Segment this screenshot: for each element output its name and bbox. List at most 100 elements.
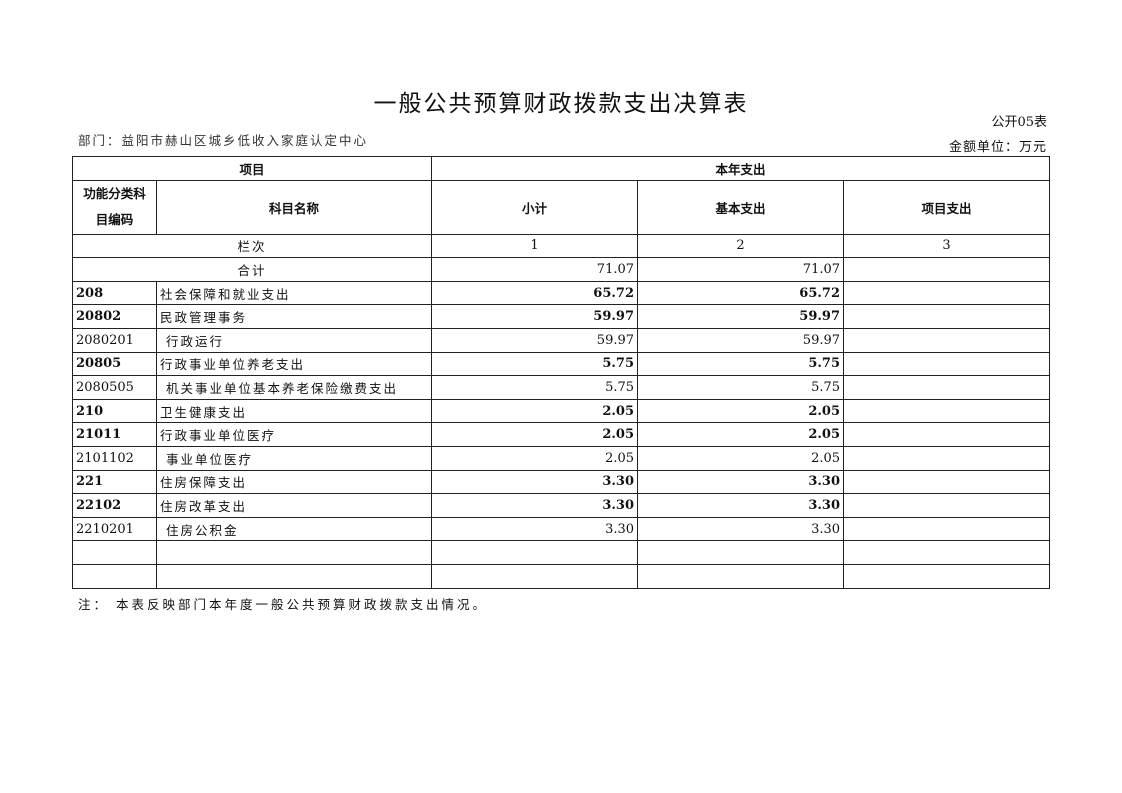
cell-subtotal: 3.30 (431, 469, 639, 495)
total-project (843, 257, 1051, 282)
cell-name (155, 563, 433, 589)
cell-code: 20802 (72, 304, 157, 329)
cell-subtotal: 65.72 (431, 280, 639, 306)
cell-code: 21011 (72, 422, 157, 447)
cell-code (72, 563, 157, 589)
table-row: 2080505 机关事业单位基本养老保险缴费支出 5.75 5.75 (72, 375, 1051, 400)
total-basic: 71.07 (637, 257, 845, 282)
header-subtotal: 小计 (431, 179, 639, 235)
cell-basic: 2.05 (637, 398, 845, 424)
table-row: 20802 民政管理事务 59.97 59.97 (72, 304, 1051, 329)
cell-subtotal: 59.97 (431, 304, 639, 329)
cell-subtotal: 2.05 (431, 398, 639, 424)
cell-code: 2080505 (72, 375, 157, 400)
page-title: 一般公共预算财政拨款支出决算表 (373, 91, 749, 117)
table-row: 22102 住房改革支出 3.30 3.30 (72, 493, 1051, 518)
cell-code: 208 (72, 280, 157, 306)
header-project-expenditure: 项目支出 (843, 179, 1051, 235)
cell-subtotal: 2.05 (431, 445, 639, 471)
cell-code (72, 540, 157, 565)
cell-subtotal: 2.05 (431, 422, 639, 447)
cell-basic (637, 563, 845, 589)
cell-project (843, 445, 1051, 471)
header-current-year: 本年支出 (431, 156, 1051, 181)
cell-basic: 3.30 (637, 493, 845, 518)
cell-basic: 59.97 (637, 304, 845, 329)
department: 部门：益阳市赫山区城乡低收入家庭认定中心 (78, 133, 369, 148)
cell-project (843, 327, 1051, 353)
cell-basic: 59.97 (637, 327, 845, 353)
table-row: 21011 行政事业单位医疗 2.05 2.05 (72, 422, 1051, 447)
cell-name: 卫生健康支出 (155, 398, 433, 424)
cell-subtotal (431, 540, 639, 565)
table-row: 2210201 住房公积金 3.30 3.30 (72, 516, 1051, 542)
cell-subtotal: 59.97 (431, 327, 639, 353)
cell-name: 住房改革支出 (155, 493, 433, 518)
cell-code: 210 (72, 398, 157, 424)
cell-basic: 3.30 (637, 516, 845, 542)
cell-name: 住房保障支出 (155, 469, 433, 495)
cell-code: 2101102 (72, 445, 157, 471)
table-row: 20805 行政事业单位养老支出 5.75 5.75 (72, 351, 1051, 377)
table-row: 2101102 事业单位医疗 2.05 2.05 (72, 445, 1051, 471)
cell-code: 2210201 (72, 516, 157, 542)
cell-name: 事业单位医疗 (155, 445, 433, 471)
total-subtotal: 71.07 (431, 257, 639, 282)
footnote: 注： 本表反映部门本年度一般公共预算财政拨款支出情况。 (78, 597, 488, 612)
cell-name: 社会保障和就业支出 (155, 280, 433, 306)
cell-name (155, 540, 433, 565)
cell-name: 行政运行 (155, 327, 433, 353)
table-number: 公开05表 (991, 115, 1047, 130)
header-name: 科目名称 (155, 179, 433, 235)
cell-project (843, 398, 1051, 424)
column-number-2: 2 (637, 233, 845, 259)
column-number-row: 栏次 1 2 3 (71, 233, 1051, 259)
table-row: 221 住房保障支出 3.30 3.30 (72, 469, 1051, 495)
header-row-2: 功能分类科目编码 科目名称 小计 基本支出 项目支出 (72, 179, 1051, 235)
table-row: 2080201 行政运行 59.97 59.97 (72, 327, 1051, 353)
amount-unit: 金额单位：万元 (948, 140, 1047, 155)
cell-basic: 2.05 (637, 422, 845, 447)
cell-subtotal: 3.30 (431, 516, 639, 542)
cell-project (843, 563, 1051, 589)
cell-code: 221 (72, 469, 157, 495)
cell-code: 20805 (72, 351, 157, 377)
cell-project (843, 304, 1051, 329)
cell-name: 行政事业单位医疗 (155, 422, 433, 447)
cell-subtotal: 5.75 (431, 351, 639, 377)
header-project: 项目 (71, 156, 433, 181)
column-number-3: 3 (843, 233, 1051, 259)
cell-basic: 65.72 (637, 280, 845, 306)
cell-basic (637, 540, 845, 565)
table-row (72, 540, 1051, 565)
cell-basic: 5.75 (637, 351, 845, 377)
cell-basic: 3.30 (637, 469, 845, 495)
column-number-1: 1 (431, 233, 639, 259)
total-label: 合计 (71, 257, 433, 282)
cell-project (843, 493, 1051, 518)
cell-project (843, 540, 1051, 565)
cell-name: 住房公积金 (155, 516, 433, 542)
expenditure-table: 项目 本年支出 功能分类科目编码 科目名称 小计 基本支出 项目支出 栏次 1 … (71, 156, 1051, 589)
cell-name: 行政事业单位养老支出 (155, 351, 433, 377)
cell-project (843, 422, 1051, 447)
cell-project (843, 280, 1051, 306)
cell-project (843, 375, 1051, 400)
header-row-1: 项目 本年支出 (71, 156, 1051, 181)
cell-code: 22102 (72, 493, 157, 518)
cell-subtotal (431, 563, 639, 589)
total-row: 合计 71.07 71.07 (71, 257, 1051, 282)
column-number-label: 栏次 (71, 233, 433, 259)
header-code: 功能分类科目编码 (72, 179, 157, 235)
cell-name: 机关事业单位基本养老保险缴费支出 (155, 375, 433, 400)
cell-project (843, 469, 1051, 495)
cell-subtotal: 3.30 (431, 493, 639, 518)
cell-basic: 5.75 (637, 375, 845, 400)
table-row: 208 社会保障和就业支出 65.72 65.72 (72, 280, 1051, 306)
cell-project (843, 351, 1051, 377)
cell-name: 民政管理事务 (155, 304, 433, 329)
cell-code: 2080201 (72, 327, 157, 353)
table-row: 210 卫生健康支出 2.05 2.05 (72, 398, 1051, 424)
cell-project (843, 516, 1051, 542)
cell-subtotal: 5.75 (431, 375, 639, 400)
